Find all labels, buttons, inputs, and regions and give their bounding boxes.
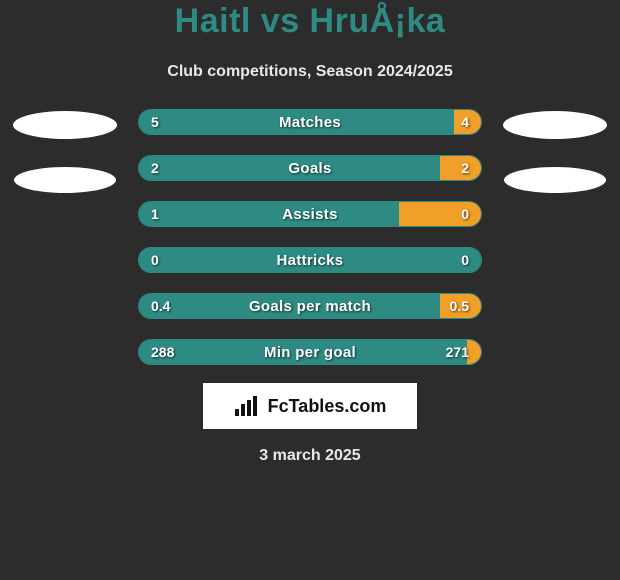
brand-badge: FcTables.com [203, 383, 417, 429]
stat-row: 288271Min per goal [138, 339, 482, 365]
right-player-badge-secondary [504, 167, 606, 193]
page-title: Haitl vs HruÅ¡ka [0, 2, 620, 41]
comparison-card: Haitl vs HruÅ¡ka Club competitions, Seas… [0, 0, 620, 465]
footer-date: 3 march 2025 [0, 447, 620, 465]
stat-row: 54Matches [138, 109, 482, 135]
left-player-badge-primary [13, 111, 117, 139]
stat-row: 00Hattricks [138, 247, 482, 273]
right-player-badge-primary [503, 111, 607, 139]
stat-row: 0.40.5Goals per match [138, 293, 482, 319]
stat-bars: 54Matches 22Goals 10Assists 00Hattricks 0.40… [138, 109, 482, 365]
stat-label: Hattricks [139, 248, 481, 272]
subtitle: Club competitions, Season 2024/2025 [0, 63, 620, 81]
stat-row: 10Assists [138, 201, 482, 227]
stat-label: Goals [139, 156, 481, 180]
stat-label: Matches [139, 110, 481, 134]
left-player-badge-secondary [14, 167, 116, 193]
comparison-body: 54Matches 22Goals 10Assists 00Hattricks 0.40… [0, 109, 620, 365]
left-badges-column [10, 109, 120, 193]
stat-label: Goals per match [139, 294, 481, 318]
brand-chart-icon [234, 395, 260, 417]
stat-label: Assists [139, 202, 481, 226]
stat-row: 22Goals [138, 155, 482, 181]
brand-text: FcTables.com [268, 396, 387, 417]
right-badges-column [500, 109, 610, 193]
stat-label: Min per goal [139, 340, 481, 364]
